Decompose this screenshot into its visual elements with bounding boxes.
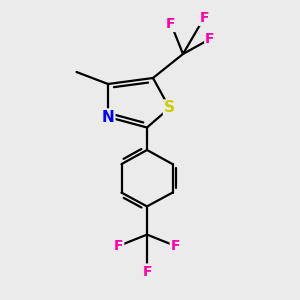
Text: F: F — [171, 239, 180, 253]
Text: S: S — [164, 100, 175, 116]
Text: F: F — [205, 32, 215, 46]
Text: F: F — [166, 17, 176, 31]
Text: N: N — [102, 110, 114, 124]
Text: F: F — [114, 239, 123, 253]
Text: F: F — [199, 11, 209, 25]
Text: F: F — [142, 265, 152, 278]
